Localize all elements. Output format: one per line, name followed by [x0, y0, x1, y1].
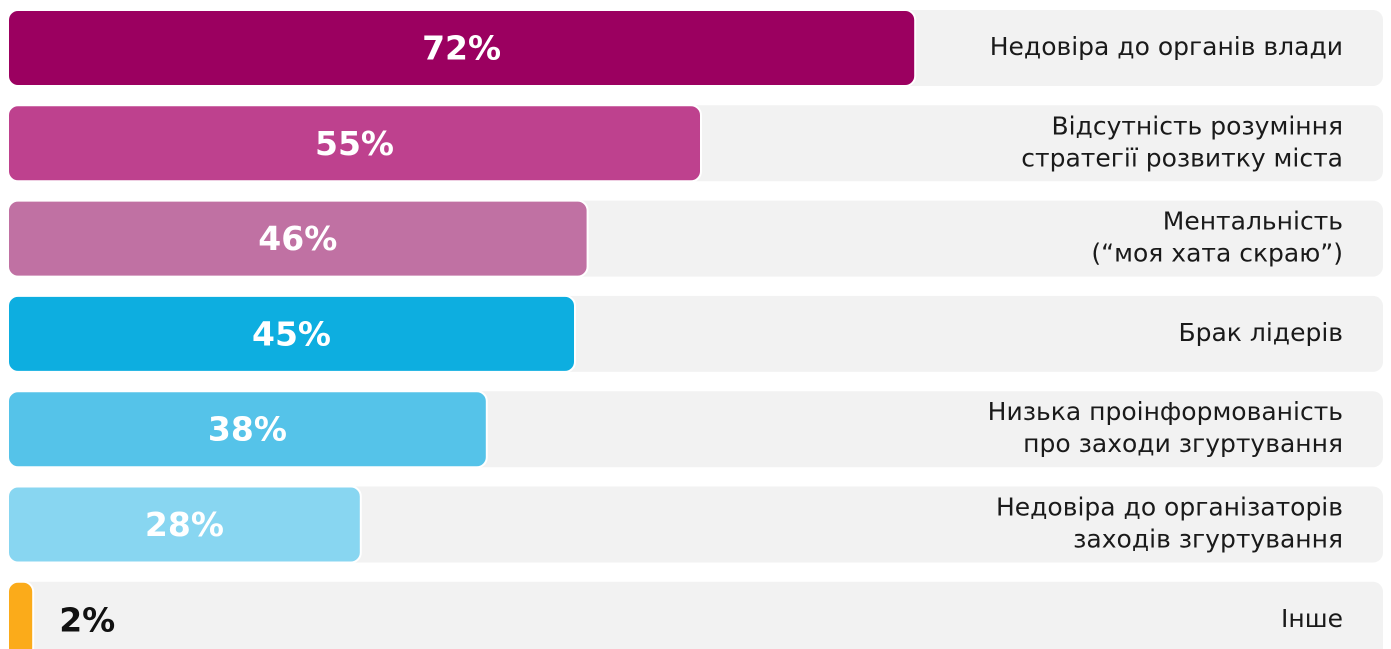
value-label: 72% — [422, 29, 501, 68]
category-label: Відсутність розуміння — [1051, 111, 1343, 140]
bar — [7, 485, 362, 564]
category-label: Брак лідерів — [1178, 318, 1343, 347]
category-label: Недовіра до органів влади — [990, 32, 1343, 61]
value-label: 55% — [315, 124, 394, 163]
bar — [7, 294, 576, 373]
track — [8, 581, 1383, 649]
bar — [7, 580, 35, 649]
value-label: 45% — [252, 314, 331, 353]
category-label: заходів згуртування — [1073, 525, 1343, 554]
bar — [7, 104, 702, 183]
bar — [7, 199, 589, 278]
category-label: про заходи згуртування — [1023, 429, 1343, 458]
category-label: Інше — [1281, 604, 1343, 633]
category-label: Ментальність — [1163, 207, 1343, 236]
value-label: 38% — [208, 410, 287, 449]
value-label: 2% — [59, 600, 115, 639]
value-label: 46% — [258, 219, 337, 258]
value-label: 28% — [145, 505, 224, 544]
bar — [7, 9, 917, 87]
category-label: Низька проінформованість — [988, 397, 1343, 426]
category-label: (“моя хата скраю”) — [1091, 239, 1343, 268]
category-label: Недовіра до організаторів — [996, 493, 1343, 522]
category-label: стратегії розвитку міста — [1021, 143, 1343, 172]
bar — [7, 390, 488, 469]
